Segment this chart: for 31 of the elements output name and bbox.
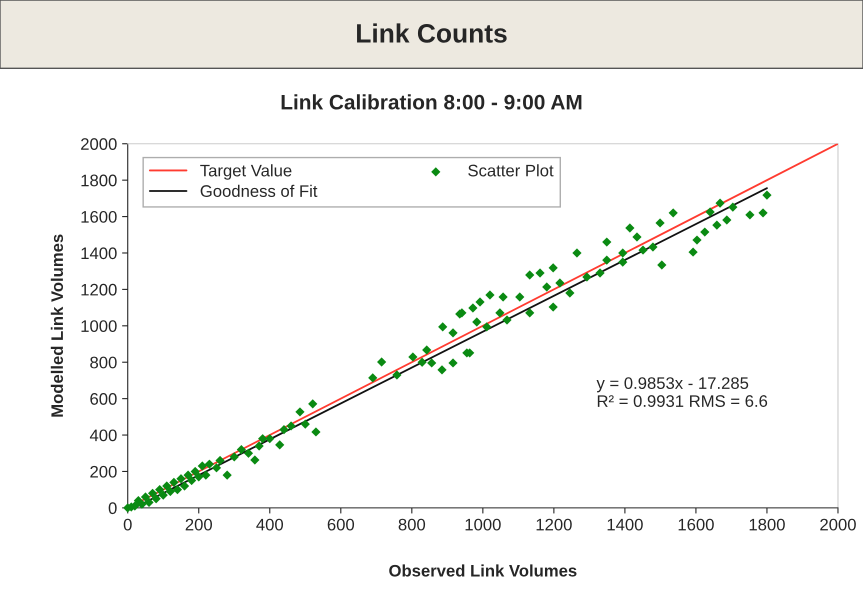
x-tick-label: 800 bbox=[398, 518, 426, 531]
x-tick-label: 1600 bbox=[678, 518, 714, 531]
x-tick-label: 1800 bbox=[750, 518, 785, 531]
y-axis-title: Modelled Link Volumes bbox=[50, 234, 64, 417]
y-tick-label: 600 bbox=[90, 393, 117, 405]
y-tick-label: 400 bbox=[90, 429, 117, 442]
y-tick-label: 200 bbox=[90, 466, 117, 478]
y-tick-label: 1800 bbox=[82, 174, 117, 186]
y-tick-label: 800 bbox=[90, 356, 117, 368]
legend-label: Goodness of Fit bbox=[200, 184, 318, 197]
y-tick-label: 1600 bbox=[82, 210, 117, 223]
chart-subtitle: Link Calibration 8:00 - 9:00 AM bbox=[282, 94, 582, 110]
x-tick-label: 1000 bbox=[466, 518, 501, 531]
y-tick-label: 0 bbox=[108, 502, 117, 514]
legend-label: Target Value bbox=[200, 164, 292, 180]
legend-label: Scatter Plot bbox=[468, 164, 554, 176]
x-tick-label: 600 bbox=[328, 518, 354, 531]
x-tick-label: 1200 bbox=[536, 518, 572, 531]
chart-title: Link Counts bbox=[357, 23, 507, 43]
x-tick-label: 2000 bbox=[820, 518, 856, 531]
x-axis-title: Observed Link Volumes bbox=[389, 564, 576, 577]
annotation: R² = 0.9931 RMS = 6.6 bbox=[598, 395, 768, 407]
x-tick-label: 1400 bbox=[608, 518, 643, 531]
x-tick-label: 200 bbox=[186, 518, 212, 531]
x-tick-label: 0 bbox=[124, 518, 132, 531]
x-tick-label: 400 bbox=[256, 518, 284, 531]
y-tick-label: 1000 bbox=[82, 320, 117, 332]
annotation: y = 0.9853x - 17.285 bbox=[596, 377, 748, 392]
y-tick-label: 2000 bbox=[81, 138, 117, 150]
y-tick-label: 1400 bbox=[82, 247, 117, 260]
y-tick-label: 1200 bbox=[82, 284, 117, 296]
